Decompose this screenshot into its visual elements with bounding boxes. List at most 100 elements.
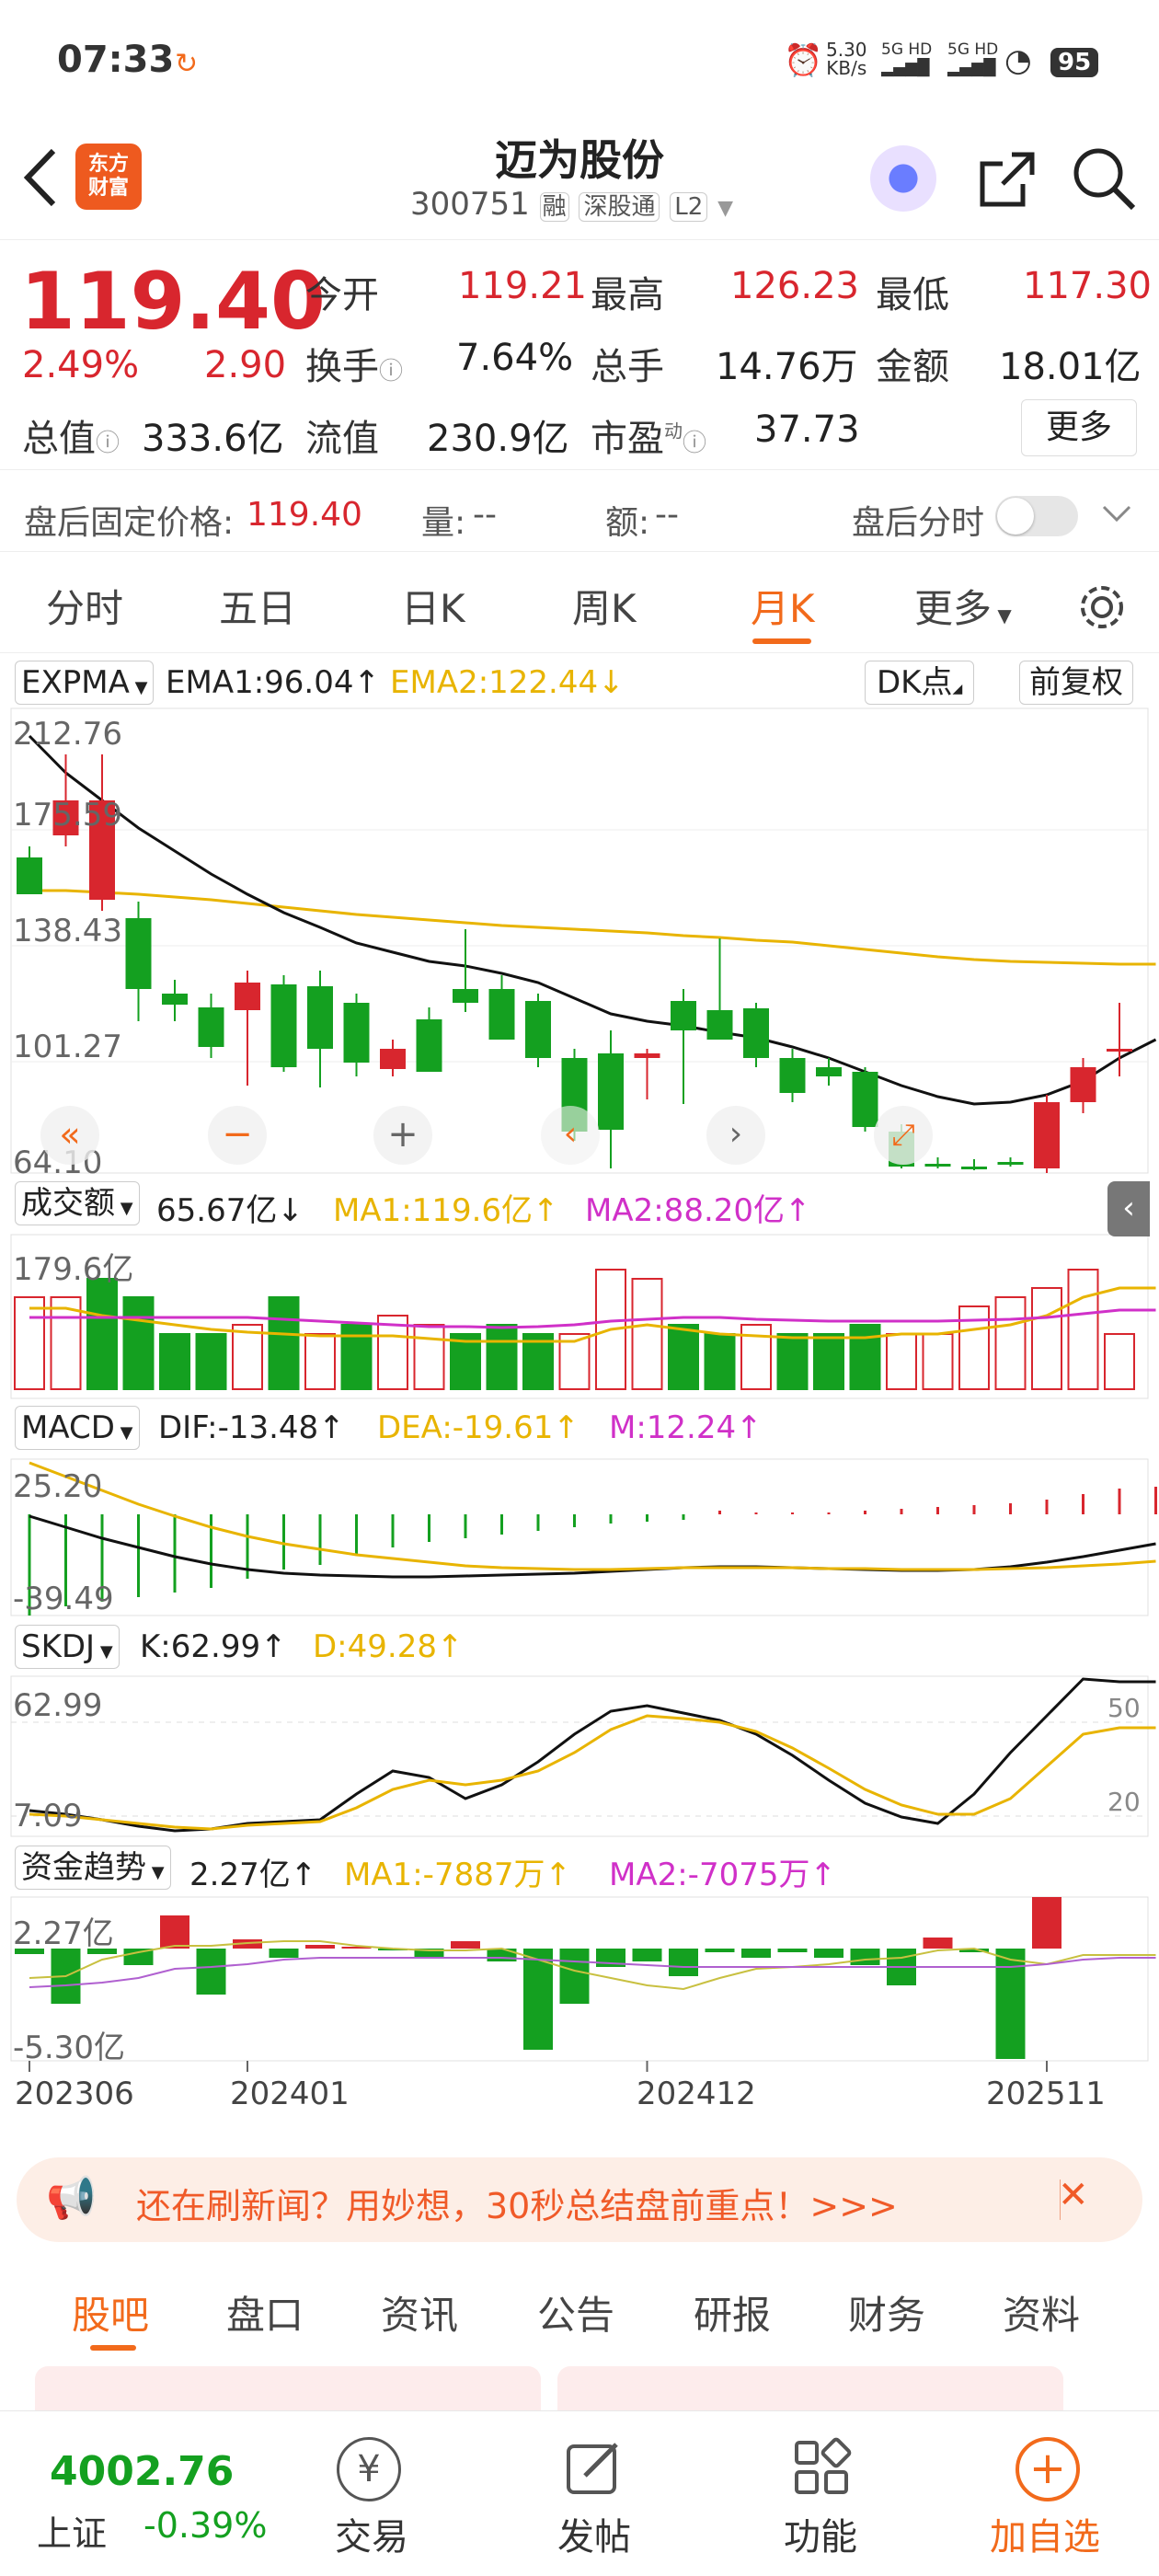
post-edit-icon[interactable] [563,2437,624,2498]
tab-financials[interactable]: 财务 [848,2293,926,2338]
expand-chevron-icon[interactable] [1100,503,1133,525]
volume-label: 总手 [591,346,664,388]
skdj-y-label-bottom: 7.09 [13,1798,83,1834]
zoom-out-button[interactable]: − [208,1106,267,1165]
candle-body [235,983,260,1010]
function-grid-icon[interactable] [791,2437,852,2498]
tab-orderbook[interactable]: 盘口 [226,2293,304,2338]
last-price: 119.40 [20,256,326,348]
volume-bars [14,1269,1135,1390]
index-pct[interactable]: -0.39% [143,2505,268,2546]
fund-bar [559,1949,590,2004]
market-cap-label: 总值ⓘ [22,418,120,460]
notification-icon: ↻ [175,48,199,80]
volume-bar [1031,1287,1062,1390]
search-icon[interactable] [1069,144,1139,213]
tab-five-day[interactable]: 五日 [219,586,297,631]
tab-monthly[interactable]: 月K [751,586,815,631]
fund-bar [814,1949,843,1958]
volume-bar [813,1333,844,1390]
macd-indicator-select[interactable]: MACD ▼ [15,1406,140,1450]
candle-body [307,986,333,1049]
settings-gear-icon[interactable] [1076,581,1128,633]
skdj-d-readout: D:49.28↑ [313,1628,464,1665]
level2-tag[interactable]: L2 [670,192,708,222]
tab-news[interactable]: 资讯 [381,2293,459,2338]
fund-bar [959,1949,989,1952]
fund-bar [705,1949,735,1952]
volume-bar [558,1333,591,1390]
scroll-left-button[interactable]: « [40,1106,99,1165]
y-label-2: 175.59 [13,797,122,834]
after-hours-toggle[interactable] [995,496,1078,536]
fund-indicator-select[interactable]: 资金趋势 ▼ [15,1846,171,1890]
tab-profile[interactable]: 资料 [1003,2293,1081,2338]
fund-bar [15,1949,44,1954]
tab-forum[interactable]: 股吧 [72,2293,150,2338]
candle-body [162,994,188,1005]
main-indicator-select[interactable]: EXPMA ▼ [15,661,155,705]
promo-banner[interactable]: 📢 还在刷新闻？用妙想，30秒总结盘前重点！>>> ✕ [17,2157,1142,2242]
panel-frame [10,1458,1149,1616]
candle-body [743,1008,769,1058]
change-pct: 2.49% [22,344,140,386]
back-icon[interactable] [20,145,61,210]
close-icon[interactable]: ✕ [1058,2174,1089,2216]
kline-chart-area[interactable]: EXPMA ▼ EMA1:96.04↑ EMA2:122.44↓ DK点◢ 前复… [0,653,1159,2144]
dk-point-button[interactable]: DK点◢ [865,661,975,705]
volume-bar [704,1333,736,1390]
brand-logo: 东方财富 [75,144,142,210]
step-forward-button[interactable]: › [706,1106,765,1165]
amount-label: 金额 [876,346,949,388]
bottom-toolbar: 4002.76 上证 -0.39% ¥ 交易 发帖 功能 + 加自选 [0,2410,1159,2576]
macd-y-label-top: 25.20 [13,1468,103,1505]
candle-body [270,984,297,1067]
volume-indicator-select[interactable]: 成交额 ▼ [15,1181,140,1225]
side-panel-toggle[interactable]: ‹ [1107,1181,1150,1236]
tab-weekly[interactable]: 周K [572,586,637,631]
index-value[interactable]: 4002.76 [50,2448,235,2495]
skdj-indicator-select[interactable]: SKDJ ▼ [15,1625,120,1669]
ema1-readout: EMA1:96.04↑ [166,664,380,701]
after-hours-vol-label: 量: [421,504,466,542]
function-label[interactable]: 功能 [784,2516,857,2559]
low-value: 117.30 [1023,265,1152,307]
add-watchlist-icon[interactable]: + [1016,2437,1080,2501]
volume-bar [1104,1333,1135,1390]
after-hours-vol: -- [473,496,497,534]
trade-label[interactable]: 交易 [335,2516,408,2559]
x-label-1: 202306 [15,2076,134,2112]
candle-body [453,989,478,1003]
macd-m-readout: M:12.24↑ [609,1409,763,1446]
tab-announcements[interactable]: 公告 [537,2293,615,2338]
ema2-line [29,889,1156,966]
zoom-in-button[interactable]: + [373,1106,432,1165]
index-name[interactable]: 上证 [37,2513,108,2554]
dropdown-icon[interactable]: ▼ [717,197,734,220]
tab-daily[interactable]: 日K [401,586,465,631]
x-label-4: 202511 [986,2076,1106,2112]
fund-bar [160,1915,189,1949]
volume-bar [1067,1269,1099,1390]
volume-bar [849,1324,881,1390]
assistant-avatar[interactable] [870,145,936,212]
volume-bar [994,1296,1027,1390]
candle-body [779,1058,806,1093]
trade-icon[interactable]: ¥ [337,2437,401,2501]
fund-bar [777,1949,808,1952]
status-time: 07:33 [57,39,175,81]
step-back-button[interactable]: ‹ [541,1106,600,1165]
more-button[interactable]: 更多 [1021,399,1137,456]
pe-label: 市盈动ⓘ [591,418,707,460]
fund-bar [305,1945,335,1949]
share-icon[interactable] [975,147,1039,212]
post-label[interactable]: 发帖 [557,2516,631,2559]
candle-body [924,1164,951,1167]
fund-bar [1032,1897,1061,1949]
fullscreen-icon[interactable]: ⤢ [874,1106,933,1165]
tab-more[interactable]: 更多 ▼ [914,586,1012,631]
tab-intraday[interactable]: 分时 [46,586,124,631]
adjust-mode-button[interactable]: 前复权 [1019,661,1133,705]
add-watchlist-label[interactable]: 加自选 [990,2516,1100,2559]
tab-research[interactable]: 研报 [694,2293,772,2338]
